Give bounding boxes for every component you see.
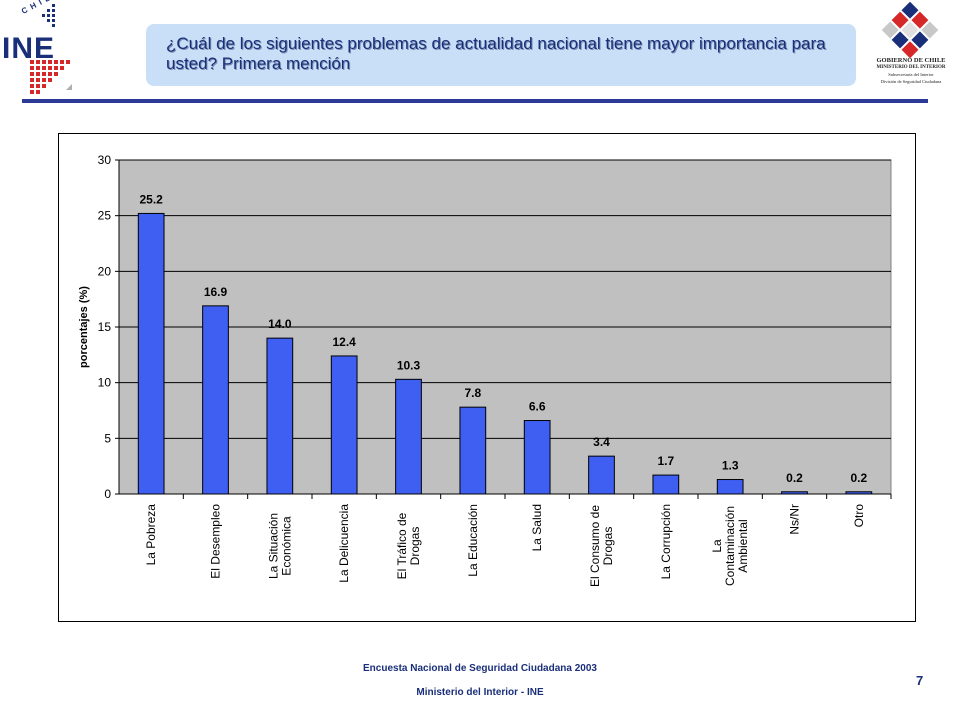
- data-label: 6.6: [529, 400, 546, 414]
- y-tick-label: 30: [98, 153, 112, 167]
- bar: [523, 420, 551, 495]
- title-box: ¿Cuál de los siguientes problemas de act…: [146, 24, 856, 86]
- chart-frame: 0 5 10 15 20 25 30 porcentajes (%) 25.2 La Pobrez…: [58, 133, 916, 622]
- bar: [202, 305, 229, 495]
- header-divider: [22, 99, 928, 103]
- y-tick-label: 5: [104, 431, 111, 445]
- y-axis-label: porcentajes (%): [78, 286, 90, 368]
- x-tick-label: La Salud: [530, 504, 544, 551]
- bar: [459, 406, 487, 495]
- bar: [588, 455, 615, 495]
- x-tick-label: El Consumo deDrogas: [588, 505, 615, 587]
- data-label: 1.3: [722, 459, 739, 473]
- y-tick-label: 15: [98, 320, 112, 334]
- footer-ministry: Ministerio del Interior - INE: [416, 687, 544, 698]
- x-tick-label: Otro: [852, 504, 866, 528]
- page-number: 7: [916, 673, 924, 688]
- data-label: 1.7: [657, 454, 674, 468]
- gov-emblem-icon: [881, 1, 939, 59]
- bar: [330, 355, 358, 495]
- data-label: 0.2: [786, 471, 803, 485]
- x-tick-label: El Tráfico deDrogas: [395, 512, 422, 579]
- data-label: 7.8: [464, 386, 481, 400]
- page-title: ¿Cuál de los siguientes problemas de act…: [166, 34, 826, 73]
- bar: [266, 337, 294, 495]
- y-tick-label: 0: [104, 487, 111, 501]
- ine-dot-pattern-icon: [30, 4, 72, 94]
- ine-logo: CHILE INE: [0, 0, 110, 100]
- bar: [716, 479, 744, 495]
- data-label: 12.4: [332, 335, 356, 349]
- gov-line-3: Subsecretaría del Interior: [888, 72, 934, 77]
- data-label: 16.9: [204, 285, 228, 299]
- ine-logo-word: INE: [2, 32, 56, 65]
- x-tick-label: La Pobreza: [144, 504, 158, 566]
- data-label: 10.3: [397, 358, 421, 372]
- data-label: 3.4: [593, 435, 610, 449]
- bar: [137, 212, 165, 495]
- x-tick-label: El Desempleo: [209, 504, 223, 579]
- bar: [395, 378, 422, 495]
- data-label: 25.2: [139, 192, 163, 206]
- bar: [845, 491, 873, 495]
- gov-line-1: GOBIERNO DE CHILE: [876, 57, 946, 64]
- data-label: 0.2: [850, 471, 867, 485]
- x-tick-label: La Delicuencia: [337, 504, 351, 583]
- x-tick-label: La Educación: [466, 504, 480, 577]
- gov-line-2: MINISTERIO DEL INTERIOR: [876, 65, 946, 70]
- y-tick-label: 25: [98, 209, 112, 223]
- y-tick-label: 20: [98, 264, 112, 278]
- gov-logo-text: GOBIERNO DE CHILE MINISTERIO DEL INTERIO…: [864, 57, 958, 85]
- gobierno-de-chile-logo: [862, 1, 958, 98]
- bar: [652, 474, 680, 495]
- bar-chart: 0 5 10 15 20 25 30 porcentajes (%) 25.2 La Pobrez…: [78, 153, 892, 587]
- x-tick-label: La Corrupción: [659, 504, 673, 579]
- x-tick-label: La SituaciónEconómica: [266, 513, 293, 579]
- bar: [781, 491, 808, 495]
- x-tick-label: LaContaminaciónAmbiental: [710, 506, 750, 586]
- footer-survey-name: Encuesta Nacional de Seguridad Ciudadana…: [363, 663, 597, 674]
- x-tick-label: Ns/Nr: [788, 504, 802, 535]
- gov-line-4: División de Seguridad Ciudadana: [880, 79, 942, 84]
- data-label: 14.0: [268, 317, 292, 331]
- y-tick-label: 10: [98, 376, 112, 390]
